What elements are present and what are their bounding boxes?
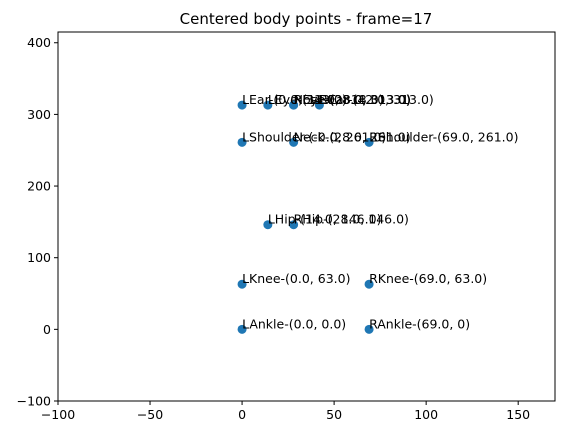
point-label: Nose-(28.0, 313.0) bbox=[294, 92, 411, 107]
x-tick-label: 100 bbox=[414, 407, 438, 422]
data-point bbox=[314, 100, 324, 110]
data-point bbox=[263, 220, 273, 230]
point-label: REye-(28.0, 313.0) bbox=[294, 92, 412, 107]
point-label: RShoulder-(69.0, 261.0) bbox=[369, 129, 518, 144]
y-tick-label: 300 bbox=[27, 107, 51, 122]
y-tick-label: 400 bbox=[27, 35, 51, 50]
data-point bbox=[289, 137, 299, 147]
y-tick-label: 100 bbox=[27, 250, 51, 265]
y-tick-label: 200 bbox=[27, 179, 51, 194]
x-tick-label: −50 bbox=[137, 407, 163, 422]
point-label: LEye-(14.0, 313.0) bbox=[268, 92, 384, 107]
point-label: LHip-(14.0, 146.0) bbox=[268, 212, 382, 227]
data-point bbox=[364, 279, 374, 289]
data-point bbox=[237, 137, 247, 147]
data-point bbox=[263, 100, 273, 110]
data-point bbox=[237, 279, 247, 289]
y-tick-label: 0 bbox=[43, 322, 51, 337]
point-label: LAnkle-(0.0, 0.0) bbox=[242, 316, 346, 331]
x-tick-label: 50 bbox=[326, 407, 342, 422]
point-label: RKnee-(69.0, 63.0) bbox=[369, 271, 487, 286]
data-point bbox=[237, 100, 247, 110]
point-label: LShoulder-(-0.0, 261.0) bbox=[242, 129, 386, 144]
point-label: Neck-(28.0, 261.0) bbox=[294, 129, 411, 144]
data-point bbox=[364, 137, 374, 147]
point-label: RAnkle-(69.0, 0) bbox=[369, 316, 470, 331]
data-point bbox=[289, 100, 299, 110]
data-point bbox=[237, 324, 247, 334]
plot-frame bbox=[57, 31, 556, 402]
x-tick-label: −100 bbox=[41, 407, 75, 422]
data-point bbox=[289, 220, 299, 230]
chart-title: Centered body points - frame=17 bbox=[180, 10, 433, 28]
point-label: LEar-(0.0, 313.0) bbox=[242, 92, 347, 107]
point-label: REar-(42.0, 313.0) bbox=[319, 92, 433, 107]
x-tick-label: 150 bbox=[506, 407, 530, 422]
y-tick-label: −100 bbox=[17, 394, 51, 409]
point-label: LKnee-(0.0, 63.0) bbox=[242, 271, 350, 286]
point-label: RHip-(28.0, 146.0) bbox=[294, 212, 409, 227]
data-point bbox=[364, 324, 374, 334]
x-tick-label: 0 bbox=[238, 407, 246, 422]
